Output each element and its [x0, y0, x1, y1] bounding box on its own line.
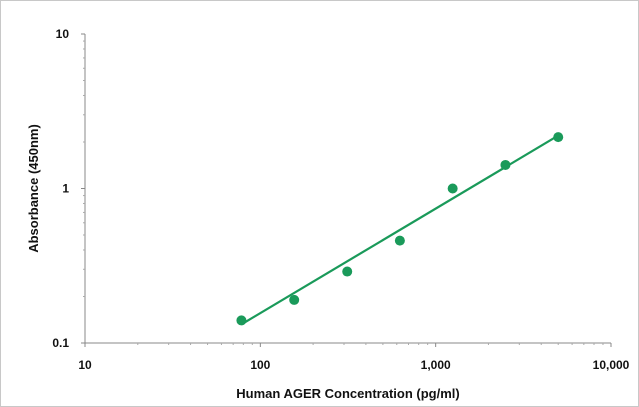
x-tick-label: 1,000: [421, 358, 451, 372]
x-tick-label: 10: [78, 358, 92, 372]
data-point: [289, 294, 300, 305]
x-tick-label: 10,000: [593, 358, 630, 372]
data-point: [500, 159, 511, 170]
y-tick-label: 0.1: [52, 336, 69, 350]
y-tick-label: 1: [62, 182, 69, 196]
x-tick-label: 100: [250, 358, 270, 372]
y-axis-title: Absorbance (450nm): [26, 124, 41, 253]
data-point: [394, 235, 405, 246]
data-points: [236, 132, 564, 326]
y-tick-label: 10: [56, 27, 70, 41]
trendline-group: [240, 134, 559, 326]
x-axis-title: Human AGER Concentration (pg/ml): [236, 386, 459, 401]
data-point: [447, 183, 458, 194]
trendline: [240, 134, 559, 326]
data-point: [553, 132, 564, 143]
ticks: 0.1 1 10 10 100 1,000 10,000: [52, 27, 629, 372]
data-point: [342, 266, 353, 277]
axes: [84, 34, 611, 344]
data-point: [236, 315, 247, 326]
